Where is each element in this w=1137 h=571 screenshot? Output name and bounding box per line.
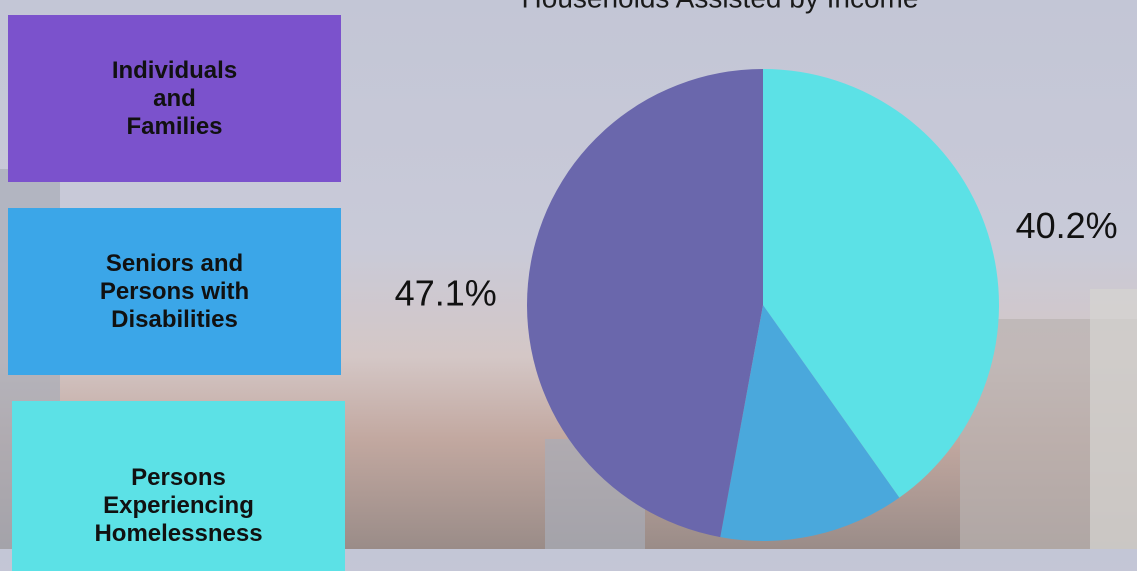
chart: Households Assisted by Income 40.2% 47.1% [395,0,1118,541]
pie-slice [763,69,1000,498]
legend-box: Seniors and Persons with Disabilities [8,208,341,375]
pie-slice [720,305,900,541]
chart-title: Households Assisted by Income [522,0,919,13]
legend-label: Individuals and Families [111,56,238,140]
legend-box: Individuals and Families [8,15,341,182]
legend-label: Seniors and Persons with Disabilities [99,249,250,333]
background-building [1090,289,1137,549]
pie-slice [527,69,763,538]
value-label: 47.1% [395,273,497,314]
legend-label: Persons Experiencing Homelessness [94,464,263,547]
value-label: 40.2% [1016,205,1118,246]
legend-box: Persons Experiencing Homelessness [12,401,345,571]
